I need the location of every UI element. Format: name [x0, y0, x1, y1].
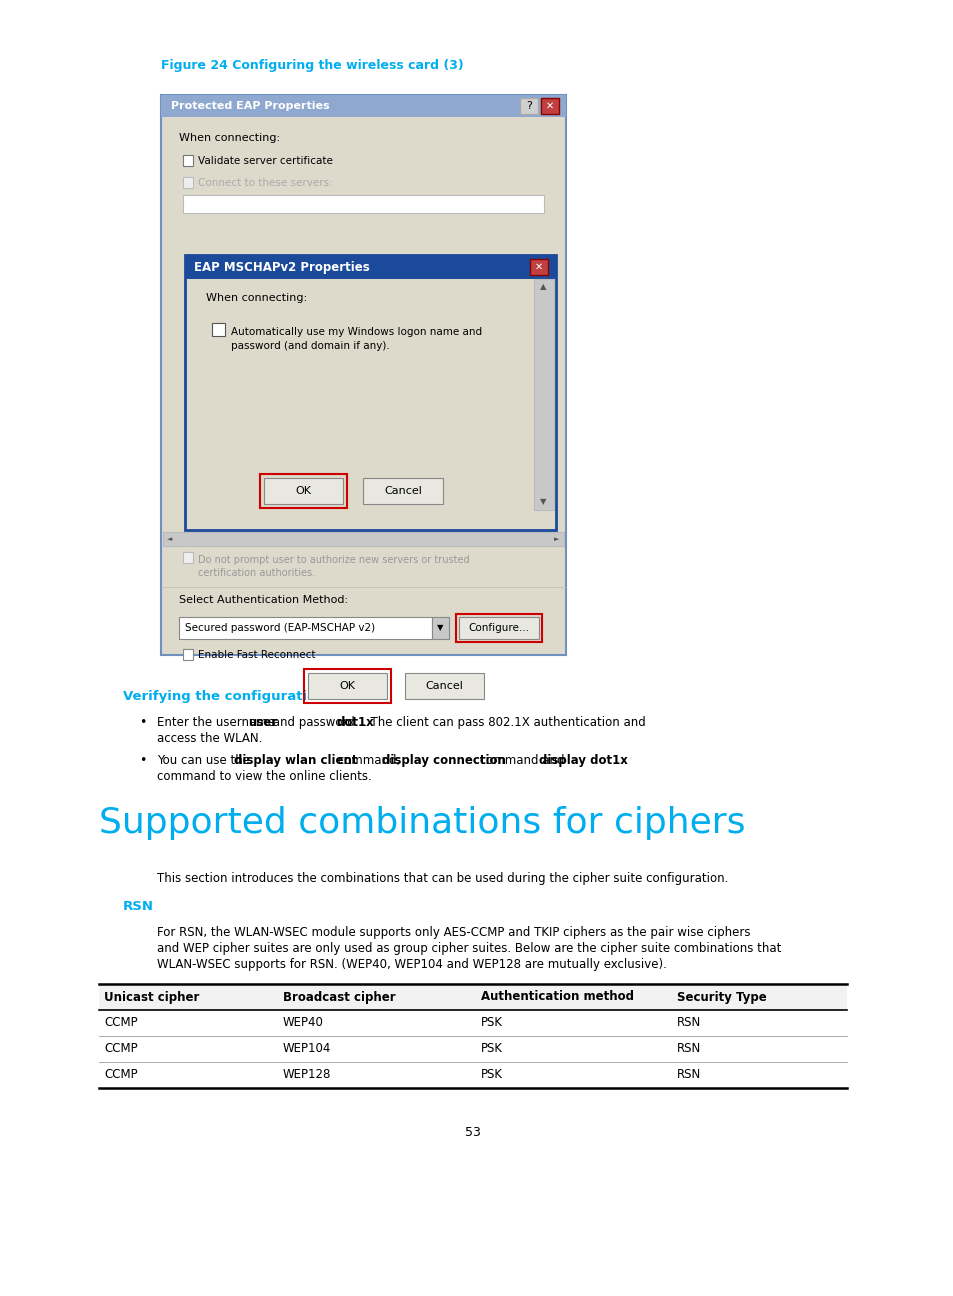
Text: ▼: ▼ [436, 623, 443, 632]
Text: Verifying the configuration.: Verifying the configuration. [123, 689, 331, 702]
Text: PSK: PSK [480, 1068, 502, 1081]
FancyBboxPatch shape [363, 478, 442, 504]
Text: For RSN, the WLAN-WSEC module supports only AES-CCMP and TKIP ciphers as the pai: For RSN, the WLAN-WSEC module supports o… [156, 927, 749, 940]
Text: and WEP cipher suites are only used as group cipher suites. Below are the cipher: and WEP cipher suites are only used as g… [156, 942, 781, 955]
Text: Do not prompt user to authorize new servers or trusted: Do not prompt user to authorize new serv… [198, 555, 470, 565]
Text: display dot1x: display dot1x [538, 754, 627, 767]
Text: RSN: RSN [123, 899, 153, 912]
Text: When connecting:: When connecting: [178, 133, 279, 143]
Text: •: • [139, 715, 146, 728]
Text: Supported combinations for ciphers: Supported combinations for ciphers [99, 806, 745, 840]
FancyBboxPatch shape [184, 255, 555, 530]
Text: ?: ? [525, 101, 531, 111]
Text: password (and domain if any).: password (and domain if any). [231, 341, 390, 351]
Text: . The client can pass 802.1X authentication and: . The client can pass 802.1X authenticat… [362, 715, 645, 728]
Text: ►: ► [554, 537, 558, 542]
Text: Enter the username: Enter the username [156, 715, 278, 728]
FancyBboxPatch shape [264, 478, 343, 504]
Text: You can use the: You can use the [156, 754, 253, 767]
FancyBboxPatch shape [99, 984, 846, 1010]
Text: Authentication method: Authentication method [480, 990, 634, 1003]
Text: Protected EAP Properties: Protected EAP Properties [171, 101, 329, 111]
Text: ✕: ✕ [545, 101, 553, 111]
Text: command and: command and [476, 754, 568, 767]
Text: Enable Fast Reconnect: Enable Fast Reconnect [198, 649, 315, 660]
FancyBboxPatch shape [459, 617, 538, 639]
FancyBboxPatch shape [178, 617, 431, 639]
Text: dot1x: dot1x [336, 715, 374, 728]
Text: Configure...: Configure... [468, 623, 529, 632]
Text: PSK: PSK [480, 1042, 502, 1055]
FancyBboxPatch shape [529, 259, 547, 275]
FancyBboxPatch shape [160, 95, 565, 654]
Text: WEP40: WEP40 [282, 1016, 323, 1029]
FancyBboxPatch shape [182, 178, 193, 188]
Text: Connect to these servers:: Connect to these servers: [198, 178, 333, 188]
Text: RSN: RSN [676, 1068, 700, 1081]
Text: RSN: RSN [676, 1016, 700, 1029]
Text: CCMP: CCMP [104, 1068, 137, 1081]
FancyBboxPatch shape [182, 552, 193, 562]
FancyBboxPatch shape [160, 95, 565, 117]
Text: display wlan client: display wlan client [233, 754, 356, 767]
FancyBboxPatch shape [213, 323, 225, 336]
Text: Cancel: Cancel [425, 680, 463, 691]
Text: ✕: ✕ [534, 262, 542, 272]
Text: Validate server certificate: Validate server certificate [198, 156, 333, 166]
Text: Secured password (EAP-MSCHAP v2): Secured password (EAP-MSCHAP v2) [184, 623, 375, 632]
Text: ▲: ▲ [540, 283, 546, 292]
Text: Broadcast cipher: Broadcast cipher [282, 990, 395, 1003]
Text: access the WLAN.: access the WLAN. [156, 732, 262, 745]
FancyBboxPatch shape [307, 673, 387, 699]
Text: OK: OK [339, 680, 355, 691]
Text: WEP104: WEP104 [282, 1042, 331, 1055]
FancyBboxPatch shape [404, 673, 484, 699]
FancyBboxPatch shape [182, 649, 193, 660]
Text: This section introduces the combinations that can be used during the cipher suit: This section introduces the combinations… [156, 872, 727, 885]
FancyBboxPatch shape [182, 194, 543, 213]
Text: Automatically use my Windows logon name and: Automatically use my Windows logon name … [231, 327, 482, 337]
FancyBboxPatch shape [431, 617, 449, 639]
Text: •: • [139, 754, 146, 767]
Text: When connecting:: When connecting: [206, 293, 307, 303]
Text: Unicast cipher: Unicast cipher [104, 990, 199, 1003]
Text: and password: and password [269, 715, 358, 728]
Text: ▼: ▼ [540, 498, 546, 507]
Text: display connection: display connection [381, 754, 505, 767]
Text: command,: command, [334, 754, 403, 767]
Text: 53: 53 [465, 1126, 480, 1139]
FancyBboxPatch shape [163, 531, 563, 546]
Text: WLAN-WSEC supports for RSN. (WEP40, WEP104 and WEP128 are mutually exclusive).: WLAN-WSEC supports for RSN. (WEP40, WEP1… [156, 958, 666, 971]
Text: user: user [248, 715, 277, 728]
Text: PSK: PSK [480, 1016, 502, 1029]
Text: WEP128: WEP128 [282, 1068, 331, 1081]
Text: Cancel: Cancel [383, 486, 421, 496]
Text: Figure 24 Configuring the wireless card (3): Figure 24 Configuring the wireless card … [160, 60, 463, 73]
Text: RSN: RSN [676, 1042, 700, 1055]
Text: EAP MSCHAPv2 Properties: EAP MSCHAPv2 Properties [194, 260, 370, 273]
Text: CCMP: CCMP [104, 1042, 137, 1055]
Text: Security Type: Security Type [676, 990, 765, 1003]
Text: certification authorities.: certification authorities. [198, 568, 315, 578]
Text: command to view the online clients.: command to view the online clients. [156, 770, 371, 783]
FancyBboxPatch shape [182, 156, 193, 166]
Text: ◄: ◄ [167, 537, 172, 542]
FancyBboxPatch shape [540, 98, 558, 114]
FancyBboxPatch shape [519, 98, 537, 114]
Text: CCMP: CCMP [104, 1016, 137, 1029]
Text: Select Authentication Method:: Select Authentication Method: [178, 595, 347, 605]
FancyBboxPatch shape [534, 279, 553, 511]
Text: OK: OK [295, 486, 312, 496]
FancyBboxPatch shape [184, 255, 555, 279]
